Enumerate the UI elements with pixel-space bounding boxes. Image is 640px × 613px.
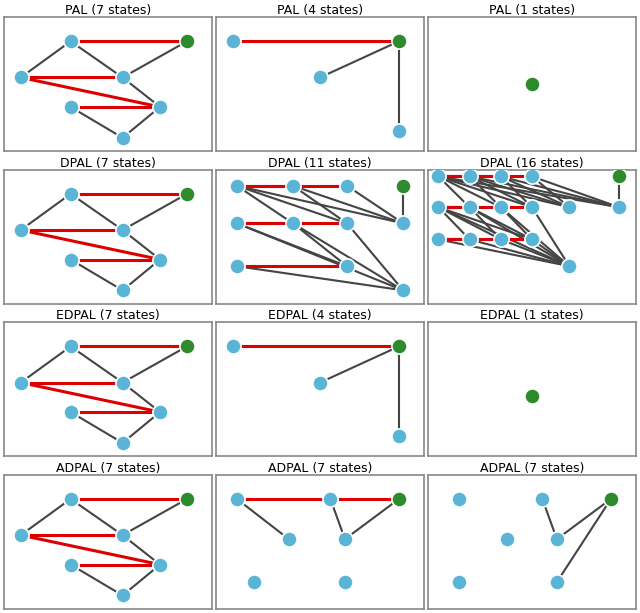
- Point: [315, 72, 325, 82]
- Point: [155, 407, 165, 417]
- Point: [394, 341, 404, 351]
- Point: [325, 494, 335, 504]
- Point: [398, 286, 408, 295]
- Point: [398, 218, 408, 228]
- Point: [284, 535, 294, 544]
- Title: PAL (4 states): PAL (4 states): [277, 4, 363, 17]
- Point: [340, 577, 350, 587]
- Point: [15, 378, 26, 387]
- Point: [495, 235, 506, 245]
- Point: [502, 535, 512, 544]
- Point: [527, 172, 537, 181]
- Point: [65, 254, 76, 264]
- Point: [614, 172, 625, 181]
- Point: [15, 72, 26, 82]
- Point: [614, 202, 625, 212]
- Point: [182, 36, 192, 46]
- Point: [65, 102, 76, 112]
- Point: [118, 378, 128, 387]
- Title: PAL (7 states): PAL (7 states): [65, 4, 151, 17]
- Point: [527, 79, 537, 89]
- Title: EDPAL (7 states): EDPAL (7 states): [56, 310, 160, 322]
- Title: DPAL (16 states): DPAL (16 states): [480, 157, 584, 170]
- Point: [552, 535, 562, 544]
- Title: EDPAL (1 states): EDPAL (1 states): [480, 310, 584, 322]
- Point: [118, 286, 128, 295]
- Point: [118, 133, 128, 143]
- Point: [248, 577, 259, 587]
- Point: [394, 494, 404, 504]
- Point: [288, 181, 298, 191]
- Title: EDPAL (4 states): EDPAL (4 states): [268, 310, 372, 322]
- Point: [465, 172, 475, 181]
- Point: [527, 235, 537, 245]
- Point: [118, 438, 128, 447]
- Point: [433, 235, 444, 245]
- Point: [65, 189, 76, 199]
- Title: ADPAL (7 states): ADPAL (7 states): [268, 462, 372, 475]
- Point: [15, 530, 26, 540]
- Point: [398, 181, 408, 191]
- Point: [394, 36, 404, 46]
- Point: [394, 126, 404, 136]
- Point: [342, 181, 352, 191]
- Point: [454, 577, 465, 587]
- Point: [465, 235, 475, 245]
- Point: [288, 218, 298, 228]
- Point: [340, 535, 350, 544]
- Point: [118, 530, 128, 540]
- Point: [495, 202, 506, 212]
- Point: [155, 102, 165, 112]
- Point: [315, 378, 325, 387]
- Point: [65, 36, 76, 46]
- Title: DPAL (11 states): DPAL (11 states): [268, 157, 372, 170]
- Point: [182, 341, 192, 351]
- Point: [65, 494, 76, 504]
- Point: [65, 560, 76, 569]
- Point: [527, 391, 537, 401]
- Point: [228, 36, 238, 46]
- Point: [15, 225, 26, 235]
- Point: [182, 189, 192, 199]
- Point: [228, 341, 238, 351]
- Point: [552, 577, 562, 587]
- Title: DPAL (7 states): DPAL (7 states): [60, 157, 156, 170]
- Point: [433, 202, 444, 212]
- Point: [118, 590, 128, 600]
- Point: [495, 172, 506, 181]
- Point: [342, 218, 352, 228]
- Point: [564, 202, 575, 212]
- Point: [118, 225, 128, 235]
- Point: [342, 261, 352, 271]
- Point: [433, 172, 444, 181]
- Title: ADPAL (7 states): ADPAL (7 states): [480, 462, 584, 475]
- Point: [537, 494, 547, 504]
- Point: [232, 261, 242, 271]
- Point: [394, 432, 404, 441]
- Point: [118, 72, 128, 82]
- Point: [232, 181, 242, 191]
- Point: [564, 261, 575, 271]
- Point: [65, 341, 76, 351]
- Point: [606, 494, 616, 504]
- Point: [527, 202, 537, 212]
- Point: [155, 254, 165, 264]
- Title: ADPAL (7 states): ADPAL (7 states): [56, 462, 160, 475]
- Point: [65, 407, 76, 417]
- Title: PAL (1 states): PAL (1 states): [489, 4, 575, 17]
- Point: [465, 202, 475, 212]
- Point: [232, 218, 242, 228]
- Point: [232, 494, 242, 504]
- Point: [454, 494, 465, 504]
- Point: [155, 560, 165, 569]
- Point: [182, 494, 192, 504]
